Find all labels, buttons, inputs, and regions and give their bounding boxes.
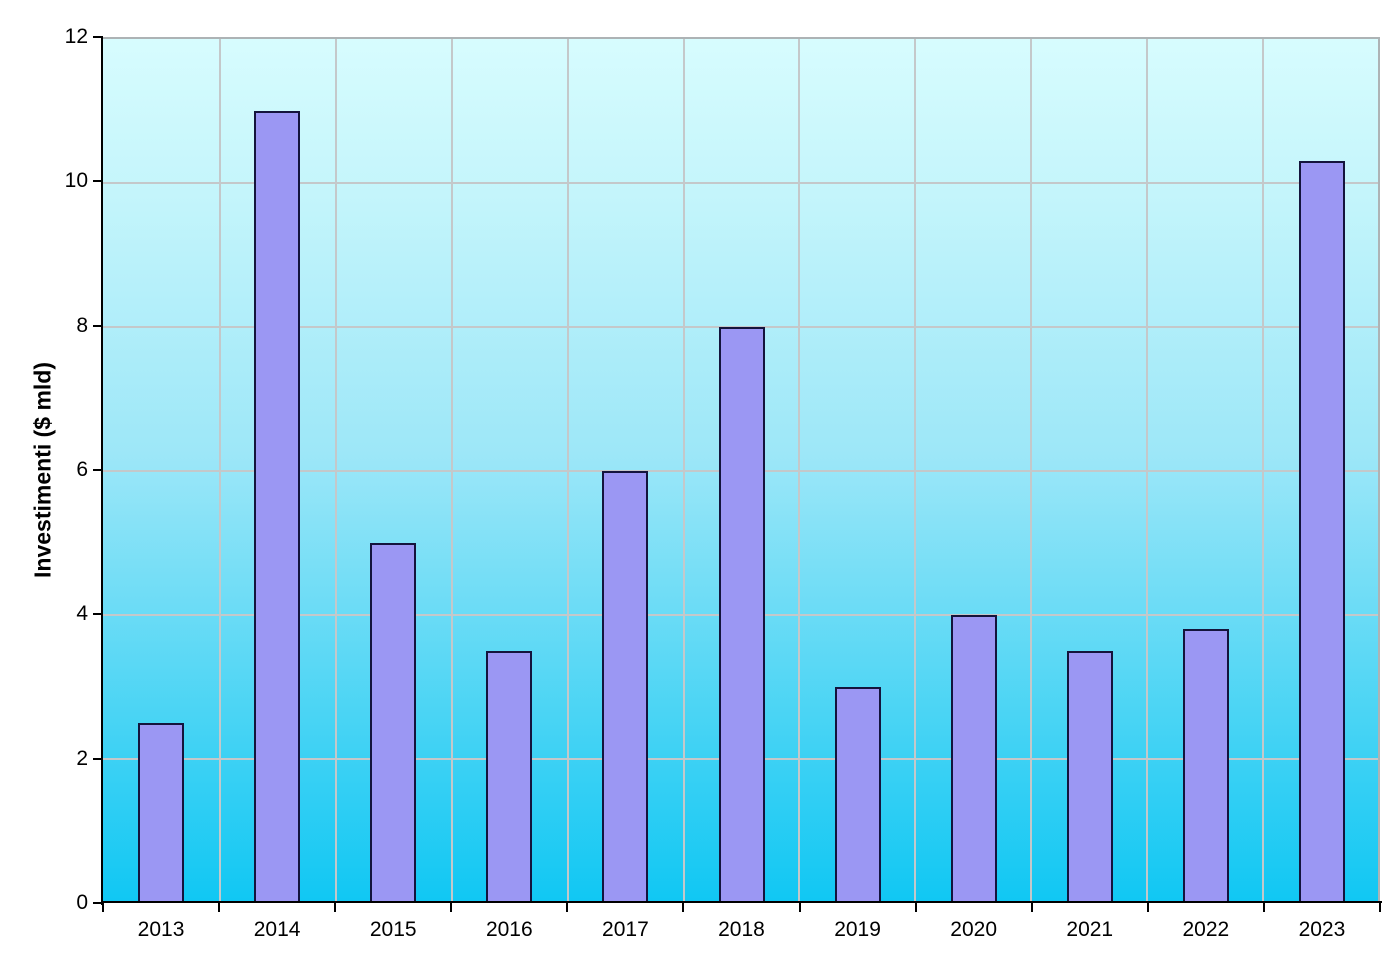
v-gridline-10 (1262, 39, 1265, 903)
v-gridline-7 (914, 39, 917, 903)
bar-2023 (1298, 161, 1345, 903)
x-tick-label-2020: 2020 (950, 918, 998, 941)
v-gridline-3 (450, 39, 453, 903)
y-tick-label-4: 4 (76, 602, 88, 626)
v-gridline-8 (1030, 39, 1033, 903)
x-tick-label-2014: 2014 (253, 918, 301, 941)
y-tick-label-10: 10 (64, 169, 88, 193)
x-tick-mark-3 (450, 903, 453, 912)
x-tick-label-2013: 2013 (137, 918, 185, 941)
x-axis-line (101, 901, 1382, 903)
bar-2014 (254, 111, 301, 903)
v-gridline-5 (682, 39, 685, 903)
bar-2020 (950, 615, 997, 903)
y-tick-mark-2 (93, 757, 103, 760)
x-tick-mark-2 (334, 903, 337, 912)
x-tick-mark-5 (682, 903, 685, 912)
y-tick-mark-4 (93, 613, 103, 616)
v-gridline-6 (798, 39, 801, 903)
x-tick-mark-7 (914, 903, 917, 912)
bar-2015 (370, 543, 417, 903)
bar-2018 (718, 327, 765, 903)
y-tick-label-2: 2 (76, 746, 88, 770)
bar-2016 (486, 651, 533, 903)
y-tick-mark-6 (93, 469, 103, 471)
x-tick-label-2022: 2022 (1182, 918, 1230, 941)
x-tick-mark-9 (1146, 903, 1149, 912)
v-gridline-1 (218, 39, 221, 903)
x-tick-mark-0 (102, 903, 104, 912)
bar-2013 (138, 723, 185, 903)
y-tick-mark-10 (93, 180, 103, 183)
bar-2017 (602, 471, 649, 903)
x-tick-mark-1 (218, 903, 221, 912)
x-tick-mark-8 (1030, 903, 1033, 912)
plot-area (103, 37, 1380, 903)
h-gridline-10 (103, 182, 1378, 184)
y-tick-label-0: 0 (76, 891, 88, 914)
y-tick-mark-0 (93, 902, 103, 904)
v-gridline-9 (1146, 39, 1149, 903)
y-axis-line (101, 37, 103, 905)
x-tick-label-2021: 2021 (1066, 918, 1114, 941)
x-tick-label-2015: 2015 (369, 918, 417, 941)
x-tick-label-2018: 2018 (718, 918, 765, 941)
x-tick-label-2017: 2017 (602, 918, 649, 941)
x-tick-label-2023: 2023 (1298, 918, 1346, 941)
bar-2019 (834, 687, 881, 903)
x-tick-mark-10 (1262, 903, 1265, 912)
y-tick-label-6: 6 (76, 458, 88, 481)
v-gridline-2 (334, 39, 337, 903)
x-tick-mark-4 (566, 903, 569, 912)
x-tick-mark-11 (1379, 903, 1381, 912)
x-tick-mark-6 (798, 903, 801, 912)
bar-2021 (1066, 651, 1113, 903)
v-gridline-4 (566, 39, 569, 903)
bar-2022 (1182, 629, 1229, 903)
x-tick-label-2019: 2019 (834, 918, 881, 941)
y-tick-label-12: 12 (64, 25, 88, 48)
y-tick-mark-12 (93, 36, 103, 38)
y-tick-label-8: 8 (76, 313, 88, 337)
y-tick-mark-8 (93, 324, 103, 327)
x-tick-label-2016: 2016 (485, 918, 533, 941)
